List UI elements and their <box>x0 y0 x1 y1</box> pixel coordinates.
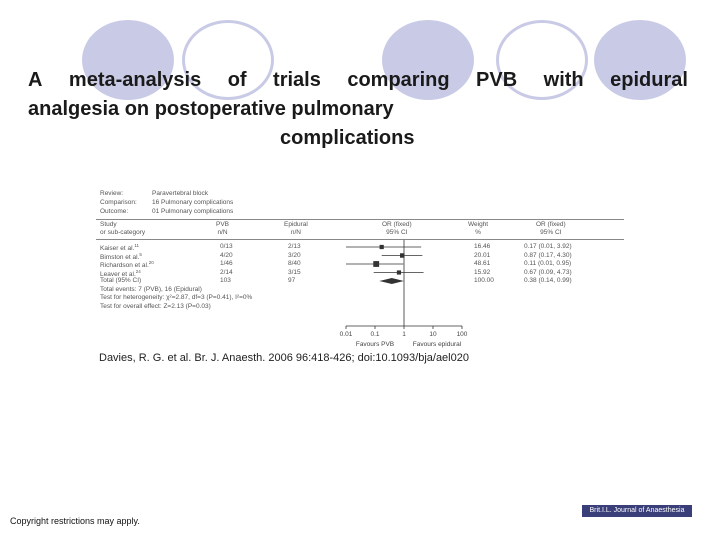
total-or-ci: 0.38 (0.14, 0.99) <box>524 277 572 284</box>
title-line-3: complications <box>280 127 415 149</box>
header-epidural: Epidural n/N <box>284 221 308 236</box>
title-word: of <box>227 69 247 91</box>
reference-superscript: 20 <box>148 260 154 265</box>
header-study: Study or sub-category <box>100 221 146 236</box>
comparison-value: 16 Pulmonary complications <box>152 199 234 206</box>
study-or-ci: 0.17 (0.01, 3.92) <box>524 243 572 250</box>
journal-badge: Brit.I.L. Journal of Anaesthesia <box>582 505 692 517</box>
total-pvb: 103 <box>220 277 231 284</box>
outcome-line: Outcome: 01 Pulmonary complications <box>100 208 233 215</box>
pvb-events: 4/20 <box>220 251 233 259</box>
decor-circle-1 <box>82 20 174 100</box>
reference-superscript: 11 <box>134 243 139 248</box>
title-word: comparing <box>347 69 450 91</box>
reference-superscript: 5 <box>139 251 142 257</box>
table-rule-header <box>96 239 624 240</box>
heterogeneity-test: Test for heterogeneity: χ²=2.87, df=3 (P… <box>100 294 253 301</box>
table-rule-top <box>96 219 624 220</box>
study-or-ci: 0.67 (0.09, 4.73) <box>524 268 572 276</box>
overall-effect-test: Test for overall effect: Z=2.13 (P=0.03) <box>100 302 211 310</box>
review-value: Paravertebral block <box>152 190 208 197</box>
header-pvb: PVB n/N <box>216 221 230 236</box>
header-or-plot: OR (fixed) 95% CI <box>382 221 412 236</box>
study-square <box>396 270 402 275</box>
x-tick-label: 1 <box>402 331 406 338</box>
decor-circle-2 <box>182 20 274 100</box>
comparison-line: Comparison: 16 Pulmonary complications <box>100 199 233 206</box>
epidural-events: 3/15 <box>288 268 301 276</box>
slide-title: A meta-analysis of trials comparing PVB … <box>28 66 688 153</box>
title-word: PVB <box>476 69 518 91</box>
total-label: Total (95% CI) <box>100 277 142 284</box>
x-tick-label: 100 <box>457 331 468 338</box>
favours-pvb-label: Favours PVB <box>356 341 394 348</box>
review-label: Review: <box>100 190 124 197</box>
decor-circle-4 <box>496 20 588 100</box>
study-weight: 15.92 <box>474 268 491 276</box>
title-line-1: A meta-analysis of trials comparing PVB … <box>28 66 688 95</box>
favours-epidural-label: Favours epidural <box>413 341 462 348</box>
x-tick-label: 0.1 <box>370 331 379 338</box>
title-word: A <box>28 69 43 91</box>
citation: Davies, R. G. et al. Br. J. Anaesth. 200… <box>99 352 469 364</box>
x-tick-label: 10 <box>429 331 437 338</box>
pvb-events: 1/46 <box>220 260 233 267</box>
study-name: Leaver et al.24 <box>100 268 141 278</box>
total-weight: 100.00 <box>474 277 494 284</box>
header-weight: Weight % <box>468 221 489 236</box>
review-line: Review: Paravertebral block <box>100 190 208 197</box>
comparison-label: Comparison: <box>100 199 137 206</box>
total-events: Total events: 7 (PVB), 16 (Epidural) <box>100 285 202 293</box>
study-square <box>400 253 405 258</box>
title-line-2: analgesia on postoperative pulmonary <box>28 98 394 120</box>
decor-circle-3 <box>382 20 474 100</box>
epidural-events: 2/13 <box>288 243 301 250</box>
title-word: trials <box>273 69 321 91</box>
study-square <box>379 244 384 250</box>
pvb-events: 2/14 <box>220 268 233 276</box>
title-word: meta-analysis <box>68 69 202 91</box>
study-name: Bimston et al.5 <box>100 251 142 261</box>
study-weight: 20.01 <box>474 251 491 259</box>
decor-circle-5 <box>594 20 686 100</box>
study-name: Richardson et al.20 <box>100 260 154 270</box>
outcome-value: 01 Pulmonary complications <box>152 208 234 215</box>
study-square <box>373 261 380 267</box>
x-tick-label: 0.01 <box>340 331 353 338</box>
reference-superscript: 24 <box>135 268 141 274</box>
title-word: epidural <box>610 69 688 91</box>
outcome-label: Outcome: <box>100 208 129 215</box>
study-or-ci: 0.87 (0.17, 4.30) <box>524 251 572 259</box>
epidural-events: 8/40 <box>288 260 301 267</box>
forest-plot-figure: Review: Paravertebral block Comparison: 16… <box>96 186 624 350</box>
study-weight: 48.61 <box>474 260 491 267</box>
forest-plot: 0.01 0.1 1 10 100 Favours PVB Favours epidural <box>340 240 468 348</box>
title-word: with <box>543 69 584 91</box>
study-weight: 16.46 <box>474 243 491 250</box>
study-name: Kaiser et al.11 <box>100 243 139 253</box>
pvb-events: 0/13 <box>220 243 233 250</box>
epidural-events: 3/20 <box>288 251 301 259</box>
header-or-value: OR (fixed) 95% CI <box>536 221 566 236</box>
pooled-diamond <box>379 278 404 284</box>
copyright-notice: Copyright restrictions may apply. <box>10 516 140 526</box>
study-or-ci: 0.11 (0.01, 0.95) <box>524 260 572 267</box>
total-epidural: 97 <box>288 277 296 284</box>
